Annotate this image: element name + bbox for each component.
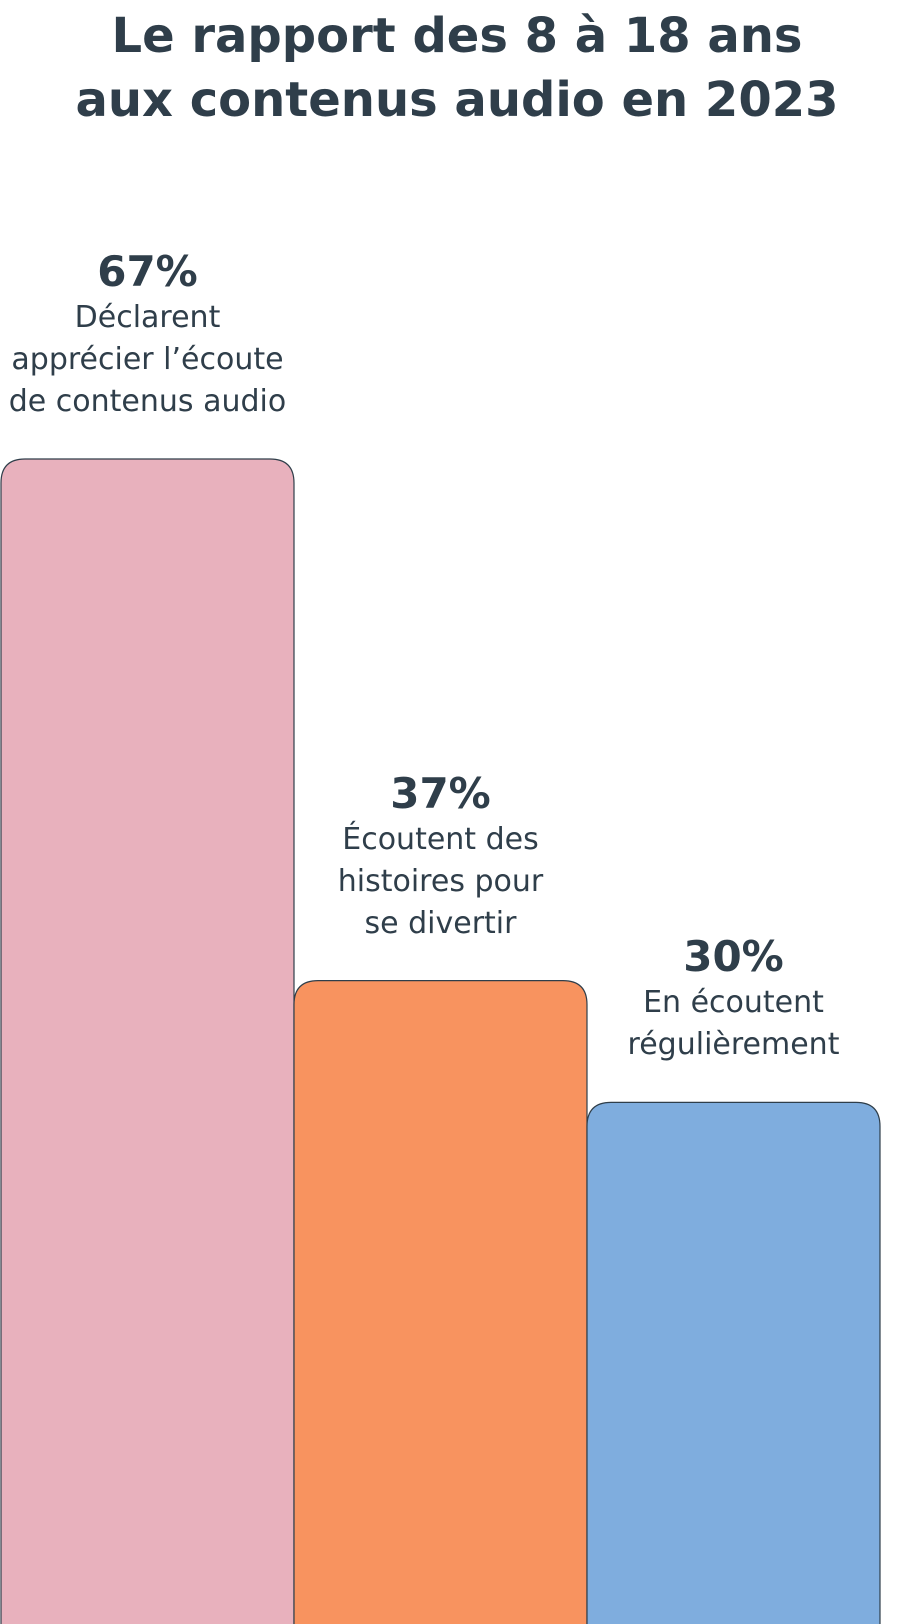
bar [0,458,295,1624]
value-label: 67% [97,247,198,296]
value-label: 37% [390,768,491,818]
bar-label: 30% En écoutent régulièrement [587,932,880,1066]
category-label: Déclarent apprécier l’écoute de contenus… [8,300,287,419]
bar-label: 37% Écoutent des histoires pour se divert… [294,769,587,945]
chart-title: Le rapport des 8 à 18 ans aux contenus a… [75,8,839,128]
category-label: En écoutent régulièrement [627,985,840,1063]
category-label: Écoutent des histoires pour se divertir [337,821,544,941]
bar [586,1101,881,1624]
value-label: 30% [683,932,784,982]
bar-label: 67% Déclarent apprécier l’écoute de conte… [1,247,294,423]
bar [293,980,588,1624]
